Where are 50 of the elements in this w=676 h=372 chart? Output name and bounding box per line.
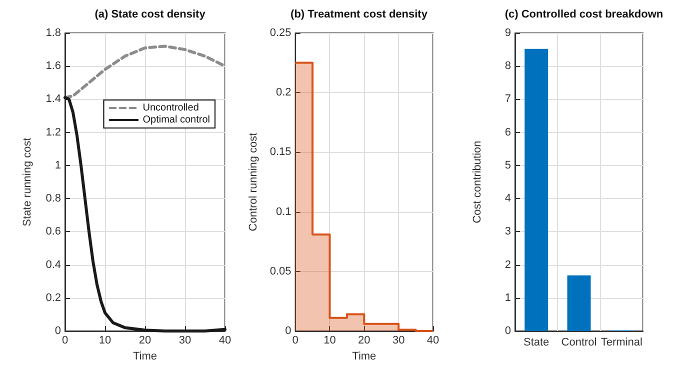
y-tick-label: 2 (504, 258, 511, 271)
x-tick-label: Terminal (600, 336, 642, 348)
y-tick-label: 0.1 (276, 206, 292, 218)
y-tick-label: 0.2 (276, 86, 292, 99)
y-axis-title: Control running cost (248, 132, 260, 232)
y-tick-label: 0.2 (46, 292, 61, 304)
y-tick-label: 1.2 (46, 126, 61, 138)
y-tick-label: 5 (504, 159, 511, 172)
y-tick-label: 1.4 (46, 93, 61, 106)
y-tick-label: 0.6 (46, 226, 61, 238)
y-tick-label: 1.6 (46, 60, 61, 72)
y-tick-label: 0.25 (270, 27, 292, 39)
y-tick-label: 0 (285, 325, 292, 337)
x-axis-title: Time (352, 350, 376, 362)
y-tick-label: 0.4 (46, 258, 61, 271)
chart-title: (c) Controlled cost breakdown (504, 8, 664, 20)
y-tick-label: 1 (504, 292, 511, 304)
x-tick-label: State (523, 336, 550, 348)
legend-label: Uncontrolled (142, 102, 199, 114)
y-tick-label: 1.8 (46, 27, 61, 39)
y-tick-label: 1 (54, 159, 61, 172)
x-tick-label: 10 (324, 334, 336, 346)
x-tick-label: 30 (392, 334, 405, 346)
x-tick-label: 10 (98, 334, 112, 346)
y-tick-label: 6 (504, 126, 511, 138)
line-series (64, 44, 226, 100)
chart-title: (b) Treatment cost density (290, 8, 428, 20)
x-tick-label: 30 (178, 334, 192, 346)
x-tick-label: 20 (138, 334, 152, 346)
y-tick-label: 0.8 (46, 192, 61, 205)
x-tick-label: 20 (358, 334, 370, 346)
y-tick-label: 9 (504, 27, 511, 39)
y-axis-title: State running cost (22, 138, 34, 226)
x-axis-title: Time (132, 350, 158, 362)
y-axis-title: Cost contribution (472, 140, 484, 224)
y-tick-label: 0.15 (270, 146, 292, 158)
chart-title: (a) State cost density (94, 8, 206, 20)
y-tick-label: 4 (504, 192, 511, 205)
x-tick-label: Control (561, 336, 597, 348)
x-tick-label: 40 (218, 334, 232, 346)
y-tick-label: 3 (504, 226, 511, 238)
y-tick-label: 0 (504, 325, 511, 337)
y-tick-label: 0.05 (270, 265, 292, 278)
bar (567, 275, 591, 331)
bar (524, 48, 548, 331)
y-tick-label: 8 (504, 60, 511, 72)
y-tick-label: 0 (54, 325, 61, 337)
y-tick-label: 7 (504, 93, 511, 106)
x-tick-label: 40 (426, 334, 440, 346)
legend-label: Optimal control (142, 114, 210, 126)
